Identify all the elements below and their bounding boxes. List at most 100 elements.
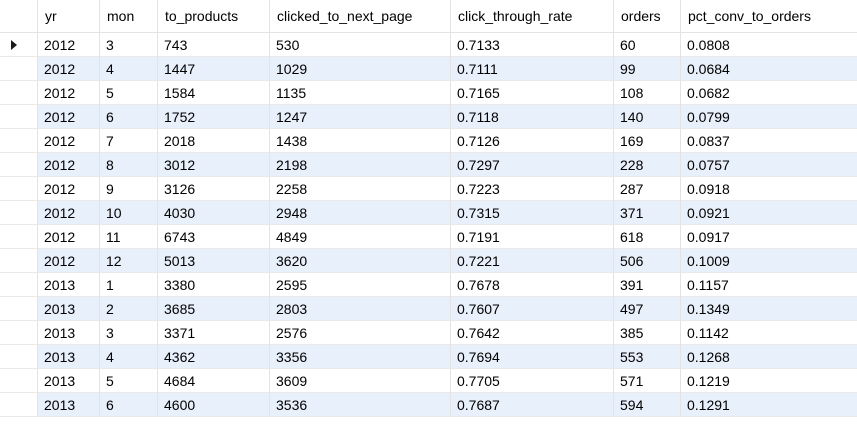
row-handle[interactable] <box>0 393 38 417</box>
cell-to-products[interactable]: 4362 <box>158 345 270 369</box>
row-handle[interactable] <box>0 369 38 393</box>
cell-mon[interactable]: 6 <box>100 105 158 129</box>
table-row[interactable]: 2012 6 1752 1247 0.7118 140 0.0799 <box>0 105 857 129</box>
cell-pct-conv-to-orders[interactable]: 0.1142 <box>681 321 857 345</box>
cell-yr[interactable]: 2013 <box>38 297 100 321</box>
cell-orders[interactable]: 618 <box>614 225 681 249</box>
cell-click-through-rate[interactable]: 0.7126 <box>451 129 614 153</box>
cell-clicked-to-next-page[interactable]: 2595 <box>270 273 451 297</box>
cell-orders[interactable]: 497 <box>614 297 681 321</box>
cell-yr[interactable]: 2013 <box>38 345 100 369</box>
cell-to-products[interactable]: 6743 <box>158 225 270 249</box>
cell-yr[interactable]: 2013 <box>38 393 100 417</box>
cell-to-products[interactable]: 743 <box>158 33 270 57</box>
column-header-orders[interactable]: orders <box>614 0 681 32</box>
row-handle[interactable] <box>0 153 38 177</box>
cell-clicked-to-next-page[interactable]: 2258 <box>270 177 451 201</box>
cell-clicked-to-next-page[interactable]: 1247 <box>270 105 451 129</box>
cell-mon[interactable]: 5 <box>100 81 158 105</box>
table-row[interactable]: 2013 2 3685 2803 0.7607 497 0.1349 <box>0 297 857 321</box>
cell-pct-conv-to-orders[interactable]: 0.1219 <box>681 369 857 393</box>
cell-orders[interactable]: 140 <box>614 105 681 129</box>
cell-mon[interactable]: 9 <box>100 177 158 201</box>
column-header-pct-conv-to-orders[interactable]: pct_conv_to_orders <box>688 8 811 24</box>
cell-click-through-rate[interactable]: 0.7118 <box>451 105 614 129</box>
cell-orders[interactable]: 287 <box>614 177 681 201</box>
table-row[interactable]: 2012 7 2018 1438 0.7126 169 0.0837 <box>0 129 857 153</box>
cell-mon[interactable]: 3 <box>100 33 158 57</box>
cell-pct-conv-to-orders[interactable]: 0.0917 <box>681 225 857 249</box>
cell-click-through-rate[interactable]: 0.7607 <box>451 297 614 321</box>
cell-click-through-rate[interactable]: 0.7221 <box>451 249 614 273</box>
column-header-click-through-rate[interactable]: click_through_rate <box>451 0 614 32</box>
cell-clicked-to-next-page[interactable]: 2948 <box>270 201 451 225</box>
cell-to-products[interactable]: 4030 <box>158 201 270 225</box>
table-row[interactable]: 2012 9 3126 2258 0.7223 287 0.0918 <box>0 177 857 201</box>
cell-orders[interactable]: 371 <box>614 201 681 225</box>
table-row[interactable]: 2012 10 4030 2948 0.7315 371 0.0921 <box>0 201 857 225</box>
cell-yr[interactable]: 2012 <box>38 33 100 57</box>
table-row[interactable]: 2013 6 4600 3536 0.7687 594 0.1291 <box>0 393 857 417</box>
column-header-to-products[interactable]: to_products <box>158 0 270 32</box>
cell-click-through-rate[interactable]: 0.7687 <box>451 393 614 417</box>
row-handle[interactable] <box>0 201 38 225</box>
row-handle[interactable] <box>0 225 38 249</box>
table-row[interactable]: 2013 4 4362 3356 0.7694 553 0.1268 <box>0 345 857 369</box>
row-handle[interactable] <box>0 57 38 81</box>
cell-click-through-rate[interactable]: 0.7297 <box>451 153 614 177</box>
cell-pct-conv-to-orders[interactable]: 0.0918 <box>681 177 857 201</box>
cell-clicked-to-next-page[interactable]: 2803 <box>270 297 451 321</box>
cell-pct-conv-to-orders[interactable]: 0.1157 <box>681 273 857 297</box>
cell-clicked-to-next-page[interactable]: 530 <box>270 33 451 57</box>
cell-click-through-rate[interactable]: 0.7133 <box>451 33 614 57</box>
cell-clicked-to-next-page[interactable]: 3609 <box>270 369 451 393</box>
cell-click-through-rate[interactable]: 0.7191 <box>451 225 614 249</box>
row-handle[interactable] <box>0 345 38 369</box>
row-handle[interactable] <box>0 249 38 273</box>
cell-mon[interactable]: 3 <box>100 321 158 345</box>
cell-click-through-rate[interactable]: 0.7705 <box>451 369 614 393</box>
row-handle[interactable] <box>0 33 38 57</box>
cell-pct-conv-to-orders[interactable]: 0.1349 <box>681 297 857 321</box>
cell-yr[interactable]: 2012 <box>38 177 100 201</box>
cell-orders[interactable]: 553 <box>614 345 681 369</box>
cell-yr[interactable]: 2012 <box>38 57 100 81</box>
cell-clicked-to-next-page[interactable]: 2198 <box>270 153 451 177</box>
cell-click-through-rate[interactable]: 0.7694 <box>451 345 614 369</box>
cell-mon[interactable]: 4 <box>100 57 158 81</box>
cell-orders[interactable]: 99 <box>614 57 681 81</box>
cell-orders[interactable]: 506 <box>614 249 681 273</box>
cell-mon[interactable]: 8 <box>100 153 158 177</box>
cell-mon[interactable]: 11 <box>100 225 158 249</box>
cell-click-through-rate[interactable]: 0.7642 <box>451 321 614 345</box>
cell-yr[interactable]: 2012 <box>38 129 100 153</box>
cell-mon[interactable]: 5 <box>100 369 158 393</box>
cell-clicked-to-next-page[interactable]: 1029 <box>270 57 451 81</box>
cell-click-through-rate[interactable]: 0.7165 <box>451 81 614 105</box>
cell-pct-conv-to-orders[interactable]: 0.0684 <box>681 57 857 81</box>
cell-orders[interactable]: 385 <box>614 321 681 345</box>
row-handle-header[interactable] <box>0 0 38 32</box>
table-row[interactable]: 2013 3 3371 2576 0.7642 385 0.1142 <box>0 321 857 345</box>
cell-to-products[interactable]: 4600 <box>158 393 270 417</box>
row-handle[interactable] <box>0 273 38 297</box>
cell-pct-conv-to-orders[interactable]: 0.0799 <box>681 105 857 129</box>
table-row[interactable]: 2012 11 6743 4849 0.7191 618 0.0917 <box>0 225 857 249</box>
cell-yr[interactable]: 2013 <box>38 273 100 297</box>
cell-mon[interactable]: 6 <box>100 393 158 417</box>
cell-pct-conv-to-orders[interactable]: 0.0682 <box>681 81 857 105</box>
cell-yr[interactable]: 2013 <box>38 369 100 393</box>
cell-mon[interactable]: 7 <box>100 129 158 153</box>
cell-orders[interactable]: 108 <box>614 81 681 105</box>
cell-mon[interactable]: 1 <box>100 273 158 297</box>
cell-orders[interactable]: 571 <box>614 369 681 393</box>
row-handle[interactable] <box>0 321 38 345</box>
table-row[interactable]: 2012 5 1584 1135 0.7165 108 0.0682 <box>0 81 857 105</box>
cell-to-products[interactable]: 5013 <box>158 249 270 273</box>
cell-to-products[interactable]: 3012 <box>158 153 270 177</box>
cell-yr[interactable]: 2013 <box>38 321 100 345</box>
column-header-clicked-to-next-page[interactable]: clicked_to_next_page <box>270 0 451 32</box>
cell-to-products[interactable]: 1584 <box>158 81 270 105</box>
cell-to-products[interactable]: 3685 <box>158 297 270 321</box>
